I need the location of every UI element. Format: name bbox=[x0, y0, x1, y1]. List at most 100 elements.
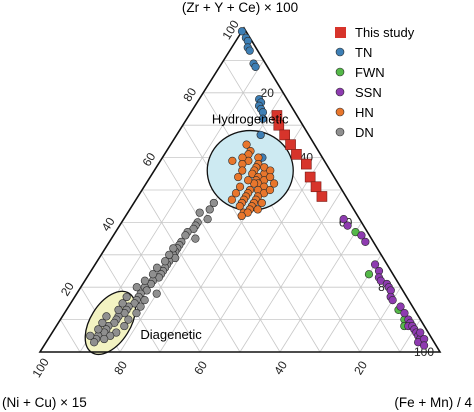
legend-marker bbox=[335, 47, 345, 57]
axis-label-right: (Fe + Mn) / 4 bbox=[394, 395, 472, 410]
data-point bbox=[132, 283, 141, 292]
data-point bbox=[161, 257, 170, 266]
data-point bbox=[124, 315, 133, 324]
data-point bbox=[136, 302, 145, 311]
legend-label: FWN bbox=[355, 65, 385, 80]
data-point bbox=[370, 260, 380, 269]
series-dn bbox=[86, 198, 218, 347]
data-point bbox=[361, 237, 370, 246]
tick-label-top-axis: 80 bbox=[180, 85, 199, 104]
triangle-frame bbox=[38, 26, 442, 353]
data-point bbox=[98, 318, 107, 327]
legend: This study TN FWN SSN HN DN bbox=[335, 25, 415, 140]
data-point bbox=[245, 46, 254, 55]
data-point bbox=[285, 139, 296, 150]
data-point bbox=[191, 234, 200, 243]
data-point bbox=[242, 140, 251, 149]
data-point bbox=[388, 296, 397, 305]
tick-label-bottom-axis: 20 bbox=[351, 358, 370, 377]
legend-item: DN bbox=[335, 125, 374, 140]
legend-label: SSN bbox=[355, 85, 382, 100]
legend-item: SSN bbox=[335, 85, 382, 100]
grid-line bbox=[279, 222, 362, 353]
data-point bbox=[228, 156, 237, 165]
legend-marker bbox=[335, 127, 345, 137]
data-point bbox=[416, 328, 425, 337]
data-point bbox=[152, 263, 162, 272]
legend-marker bbox=[335, 87, 345, 97]
data-point bbox=[169, 244, 178, 253]
data-point bbox=[258, 114, 267, 123]
data-point bbox=[291, 149, 302, 160]
data-point bbox=[235, 182, 245, 191]
grid-line bbox=[223, 60, 401, 353]
data-points bbox=[86, 27, 429, 350]
data-point bbox=[304, 171, 316, 183]
series-hn bbox=[227, 140, 279, 221]
data-point bbox=[396, 302, 405, 311]
data-point bbox=[114, 305, 123, 314]
tick-label-bottom-axis: 60 bbox=[191, 358, 210, 377]
tick-label-bottom-axis: 80 bbox=[111, 358, 130, 377]
data-point bbox=[244, 176, 253, 185]
series-this-study bbox=[271, 110, 328, 202]
data-point bbox=[400, 309, 409, 318]
data-point bbox=[152, 289, 161, 298]
grid-line bbox=[319, 254, 382, 353]
data-point bbox=[203, 215, 212, 224]
data-point bbox=[266, 172, 275, 182]
data-point bbox=[132, 309, 141, 318]
grid-line bbox=[60, 319, 81, 353]
data-point bbox=[279, 129, 290, 141]
data-point bbox=[339, 215, 348, 224]
data-point bbox=[86, 331, 95, 340]
data-point bbox=[140, 296, 149, 305]
data-point bbox=[122, 292, 131, 302]
legend-label: DN bbox=[355, 125, 374, 140]
legend-marker bbox=[335, 107, 345, 117]
data-point bbox=[165, 250, 174, 259]
data-point bbox=[235, 202, 244, 211]
data-point bbox=[273, 119, 285, 131]
tick-label-bottom-axis: 40 bbox=[271, 358, 290, 377]
data-point bbox=[209, 198, 218, 208]
field-label-hydrogenetic: Hydrogenetic bbox=[212, 112, 289, 127]
data-point bbox=[140, 276, 149, 285]
legend-item: This study bbox=[335, 25, 415, 40]
data-point bbox=[251, 62, 260, 71]
tick-label-right-axis: 20 bbox=[261, 86, 275, 100]
data-point bbox=[419, 341, 429, 350]
series-ssn bbox=[339, 215, 429, 350]
data-point bbox=[269, 179, 279, 188]
data-point bbox=[205, 205, 214, 214]
data-point bbox=[256, 130, 265, 140]
data-point bbox=[237, 27, 247, 36]
data-point bbox=[234, 172, 243, 182]
tick-label-top-axis: 20 bbox=[58, 279, 77, 298]
legend-item: TN bbox=[335, 45, 372, 60]
legend-label: TN bbox=[355, 45, 372, 60]
data-point bbox=[227, 195, 236, 204]
data-point bbox=[231, 189, 241, 198]
field-labels: Hydrogenetic Diagenetic bbox=[140, 112, 289, 342]
grid-line bbox=[182, 124, 321, 353]
legend-marker bbox=[335, 27, 346, 38]
axis-label-left: (Ni + Cu) × 15 bbox=[2, 395, 87, 410]
field-label-diagenetic: Diagenetic bbox=[140, 327, 202, 342]
data-point bbox=[195, 208, 204, 217]
grid-line bbox=[121, 222, 201, 353]
grid-line bbox=[399, 319, 421, 353]
triangle-outline bbox=[38, 26, 442, 353]
data-point bbox=[265, 185, 275, 195]
legend-marker bbox=[335, 67, 345, 77]
data-point bbox=[357, 231, 366, 240]
data-point bbox=[343, 221, 352, 230]
series-tn bbox=[237, 27, 268, 162]
data-point bbox=[237, 211, 246, 221]
data-point bbox=[316, 191, 328, 202]
tick-label-top-axis: 40 bbox=[99, 215, 118, 234]
legend-label: This study bbox=[355, 25, 415, 40]
grid-line bbox=[239, 189, 343, 353]
data-point bbox=[181, 231, 190, 240]
